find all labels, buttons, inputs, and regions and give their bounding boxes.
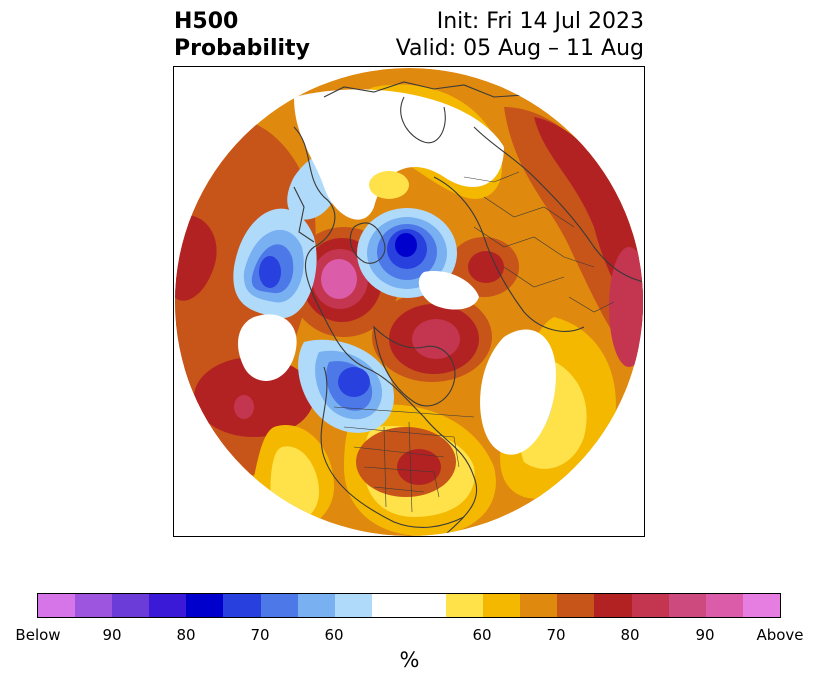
init-label: Init: Fri 14 Jul 2023 xyxy=(436,9,644,34)
colorbar-unit-label: % xyxy=(399,648,420,672)
colorbar-swatch xyxy=(705,594,743,617)
product-label: Probability xyxy=(174,36,310,61)
colorbar-tick-label: 70 xyxy=(546,626,566,644)
coastlines xyxy=(293,81,643,536)
colorbar-swatch xyxy=(112,594,150,617)
colorbar-swatch xyxy=(631,594,669,617)
colorbar-tick-label: 60 xyxy=(472,626,492,644)
probability-map xyxy=(175,68,643,536)
colorbar-swatch xyxy=(186,594,224,617)
map-panel xyxy=(173,66,645,537)
colorbar xyxy=(37,593,781,618)
near-normal-white xyxy=(238,89,556,455)
variable-label: H500 xyxy=(174,9,239,34)
colorbar-tick-label: 80 xyxy=(176,626,196,644)
colorbar-swatch xyxy=(371,594,447,617)
colorbar-tick-label: 90 xyxy=(102,626,122,644)
colorbar-swatch xyxy=(149,594,187,617)
colorbar-swatch xyxy=(223,594,261,617)
colorbar-tick-label: 80 xyxy=(620,626,640,644)
colorbar-tick-label: Above xyxy=(756,626,804,644)
colorbar-swatch xyxy=(557,594,595,617)
colorbar-swatch xyxy=(594,594,632,617)
chart-title-right: Init: Fri 14 Jul 2023 Valid: 05 Aug – 11… xyxy=(396,8,644,62)
colorbar-swatch xyxy=(742,594,780,617)
colorbar-tick-label: 70 xyxy=(250,626,270,644)
colorbar-swatch xyxy=(483,594,521,617)
colorbar-tick-label: Below xyxy=(15,626,61,644)
colorbar-ticks: Below 90 80 70 60 60 70 80 90 Above xyxy=(0,626,819,646)
colorbar-swatch xyxy=(75,594,113,617)
valid-label: Valid: 05 Aug – 11 Aug xyxy=(395,36,644,61)
chart-title-left: H500 Probability xyxy=(174,8,310,62)
colorbar-swatch xyxy=(38,594,76,617)
colorbar-swatch xyxy=(446,594,484,617)
colorbar-tick-label: 60 xyxy=(324,626,344,644)
colorbar-swatch xyxy=(520,594,558,617)
colorbar-swatch xyxy=(297,594,335,617)
above-anomaly-outer xyxy=(175,107,643,487)
colorbar-swatch xyxy=(668,594,706,617)
colorbar-swatch xyxy=(260,594,298,617)
colorbar-swatch xyxy=(334,594,372,617)
political-borders xyxy=(333,171,615,513)
colorbar-tick-label: 90 xyxy=(695,626,715,644)
